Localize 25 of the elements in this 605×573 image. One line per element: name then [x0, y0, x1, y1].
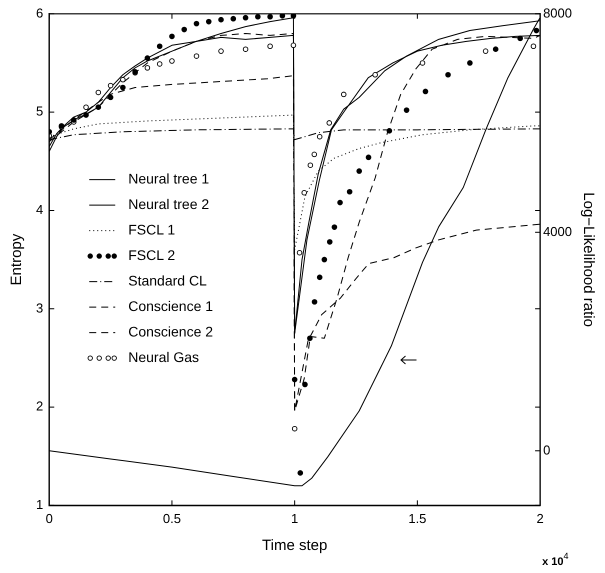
- y-axis-title: Entropy: [8, 233, 26, 286]
- y2-tick-label: 0: [543, 442, 550, 458]
- legend-label: Neural tree 1: [128, 170, 210, 186]
- x-tick-label: 2: [536, 510, 544, 526]
- y2-axis-title: Log−Likelihood ratio: [580, 192, 597, 327]
- x-tick-label: 1: [291, 510, 298, 526]
- legend-label: Neural tree 2: [128, 196, 210, 212]
- legend-label: Standard CL: [128, 272, 208, 288]
- legend-label: Neural Gas: [128, 348, 200, 365]
- y-tick-label: 1: [36, 496, 44, 512]
- x-tick-label: 0.5: [162, 510, 181, 526]
- y-tick-label: 4: [36, 202, 44, 218]
- legend-label: Conscience 2: [128, 323, 214, 340]
- y-tick-label: 3: [36, 300, 44, 316]
- x-tick-label: 1.5: [408, 510, 426, 526]
- y-tick-label: 5: [36, 104, 44, 119]
- y-tick-label: 2: [36, 398, 44, 414]
- legend-label: Conscience 1: [128, 298, 214, 314]
- legend-label: FSCL 1: [128, 221, 176, 238]
- y2-tick-label: 8000: [543, 5, 572, 20]
- x-tick-label: 0: [46, 510, 53, 526]
- x-axis-title: Time step: [262, 537, 328, 554]
- y2-tick-label: 4000: [543, 224, 572, 239]
- y-tick-label: 6: [36, 5, 44, 20]
- legend-label: FSCL 2: [128, 246, 176, 263]
